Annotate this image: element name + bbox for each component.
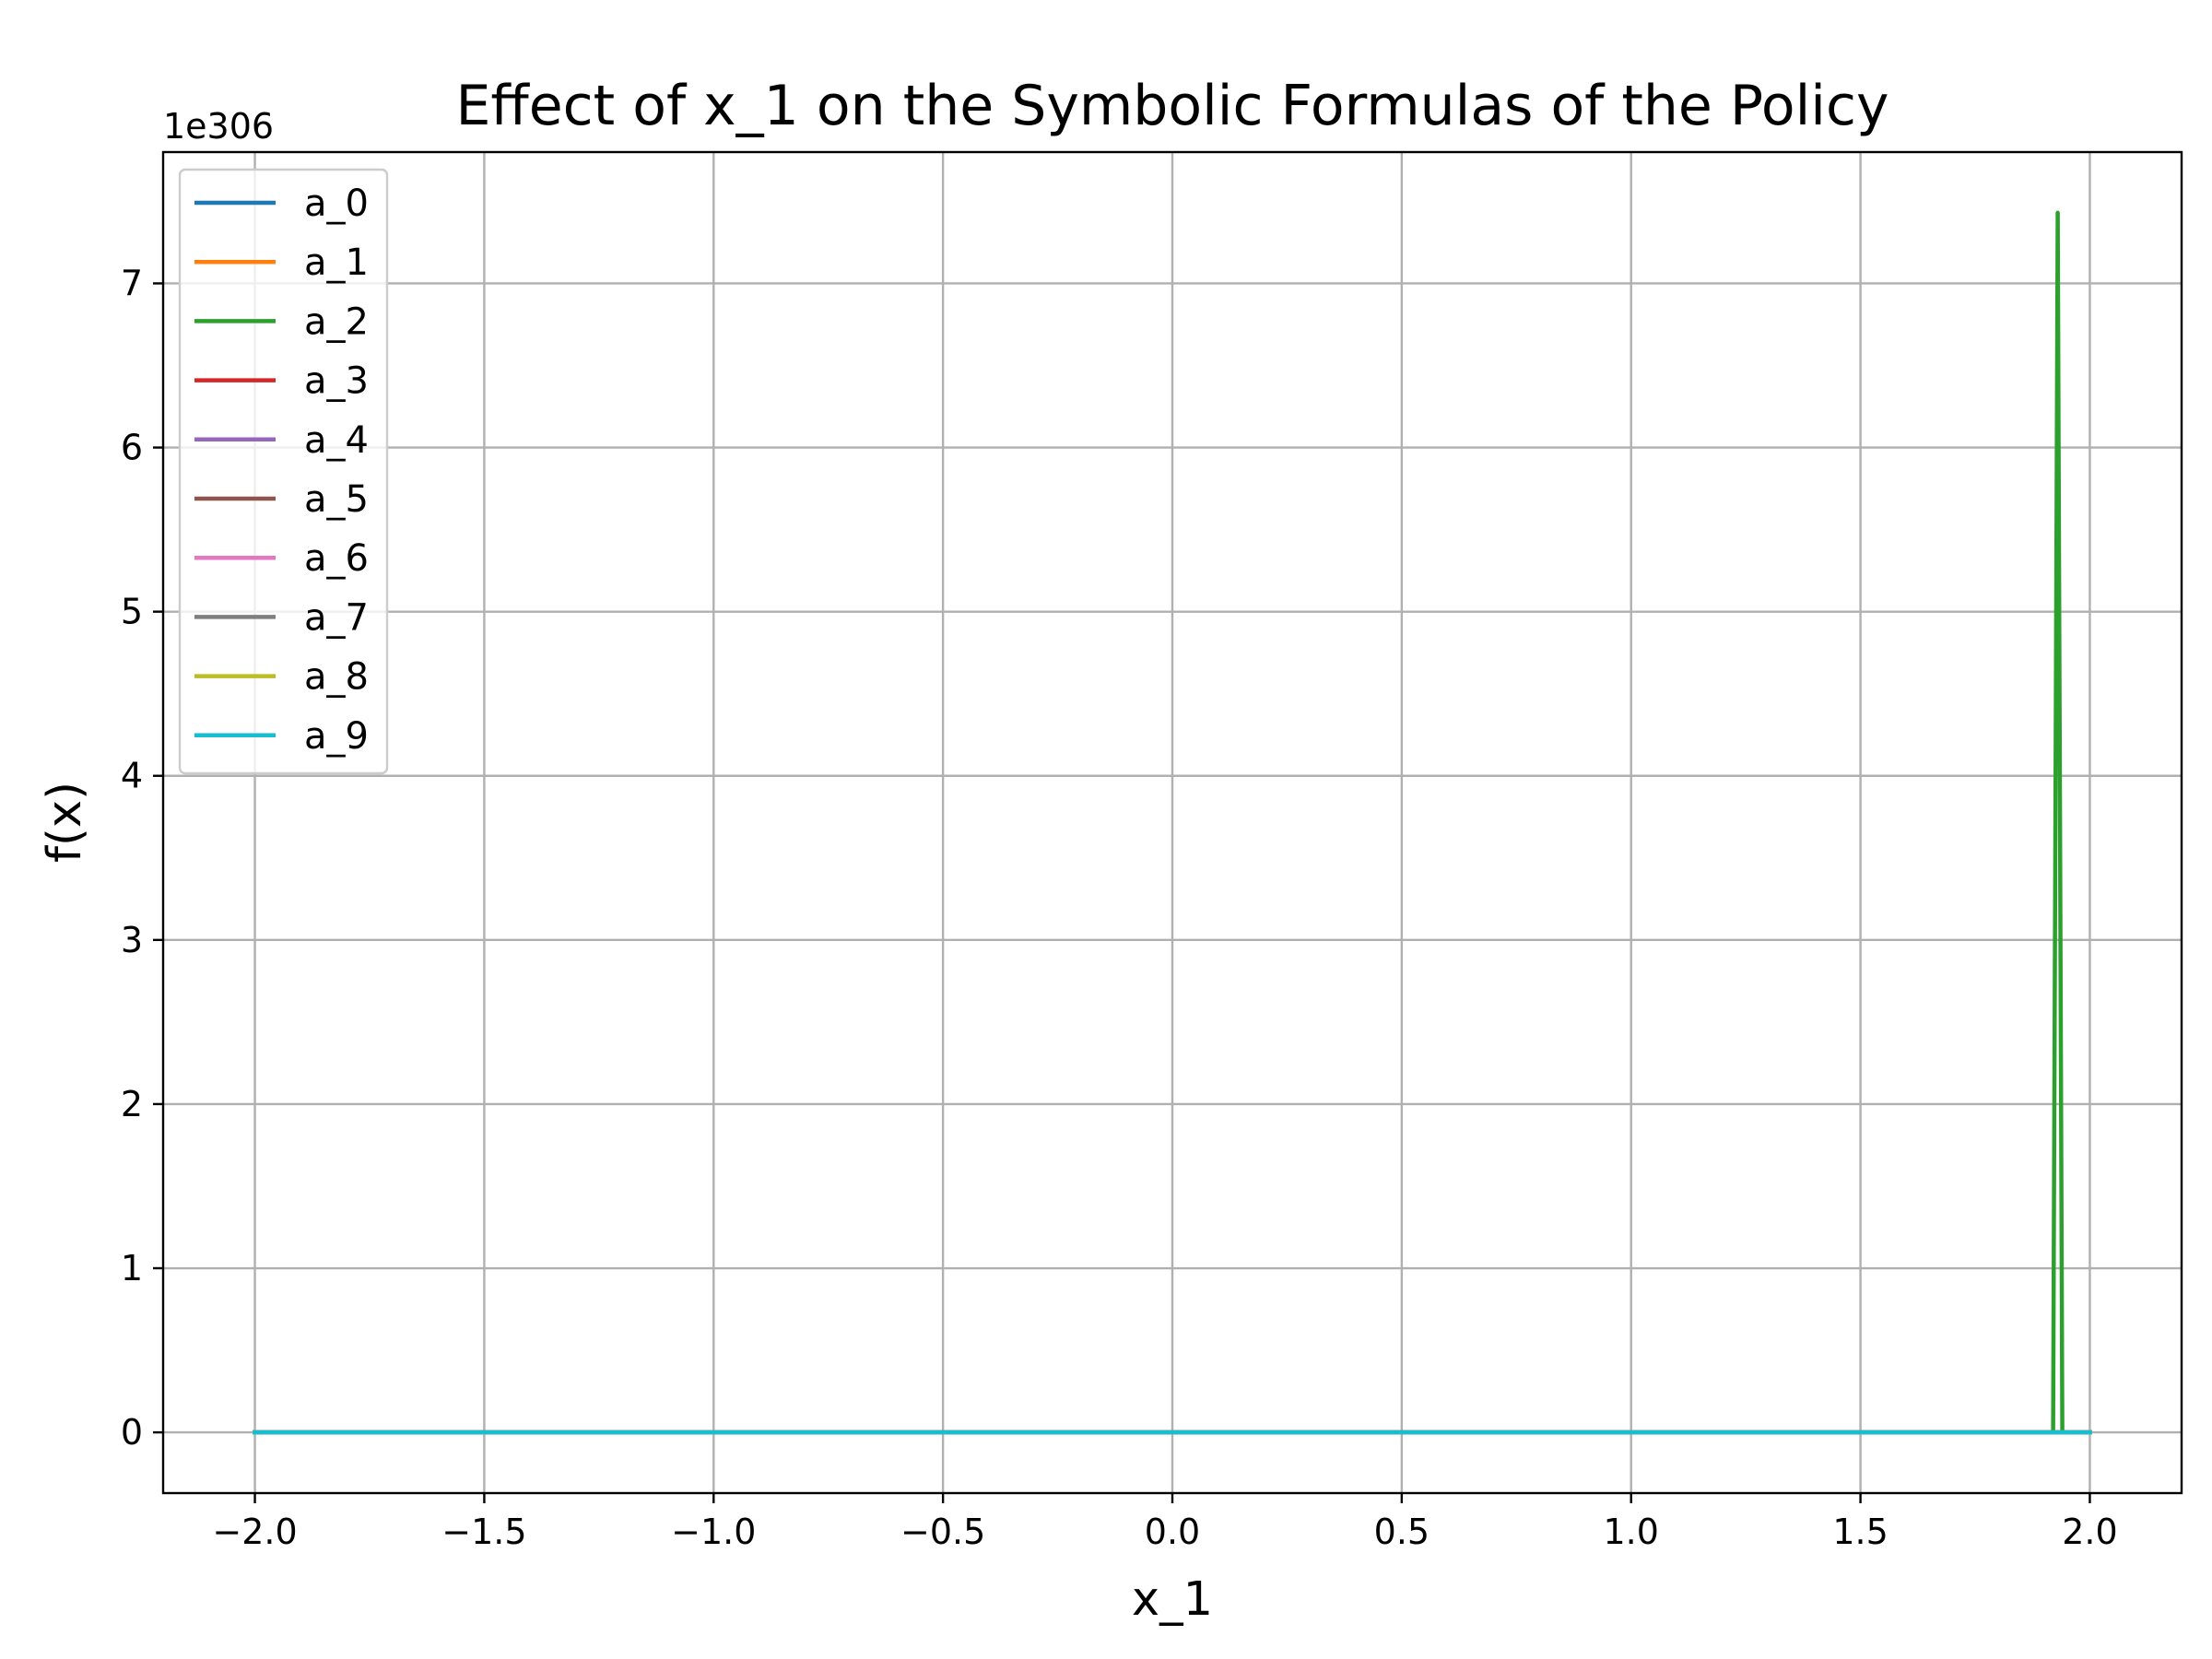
y-tick-label: 3 bbox=[121, 920, 143, 960]
legend-label: a_1 bbox=[304, 241, 369, 284]
x-tick-label: −0.5 bbox=[900, 1512, 985, 1552]
y-tick-label: 1 bbox=[121, 1248, 143, 1288]
x-tick-label: 1.5 bbox=[1832, 1512, 1888, 1552]
y-tick-label: 4 bbox=[121, 756, 143, 796]
legend: a_0 a_1 a_2 a_3 a_4 a_5 a_6 a_7 a_8 a_9 bbox=[178, 168, 389, 775]
x-tick-label: 0.5 bbox=[1374, 1512, 1430, 1552]
x-axis-ticks: −2.0 −1.5 −1.0 −0.5 0.0 0.5 1.0 1.5 2.0 bbox=[212, 1493, 2118, 1552]
legend-label: a_2 bbox=[304, 300, 369, 343]
legend-label: a_5 bbox=[304, 478, 369, 521]
x-axis-label: x_1 bbox=[1132, 1572, 1213, 1627]
x-tick-label: 1.0 bbox=[1604, 1512, 1659, 1552]
x-tick-label: −1.0 bbox=[671, 1512, 756, 1552]
legend-label: a_3 bbox=[304, 360, 369, 403]
legend-label: a_4 bbox=[304, 419, 369, 462]
legend-label: a_9 bbox=[304, 715, 369, 758]
legend-label: a_0 bbox=[304, 182, 369, 225]
grid bbox=[163, 152, 2182, 1493]
y-axis-offset-text: 1e306 bbox=[163, 106, 274, 147]
x-tick-label: −1.5 bbox=[441, 1512, 526, 1552]
legend-label: a_7 bbox=[304, 596, 369, 639]
legend-label: a_8 bbox=[304, 656, 369, 699]
x-tick-label: 0.0 bbox=[1145, 1512, 1200, 1552]
y-axis-ticks: 0 1 2 3 4 5 6 7 bbox=[121, 263, 163, 1453]
y-tick-label: 2 bbox=[121, 1084, 143, 1124]
x-tick-label: 2.0 bbox=[2062, 1512, 2117, 1552]
y-tick-label: 0 bbox=[121, 1412, 143, 1453]
y-axis-label: f(x) bbox=[38, 782, 92, 863]
x-tick-label: −2.0 bbox=[212, 1512, 297, 1552]
y-tick-label: 6 bbox=[121, 428, 143, 468]
y-tick-label: 5 bbox=[121, 592, 143, 632]
series-group bbox=[253, 210, 2092, 1435]
y-tick-label: 7 bbox=[121, 263, 143, 303]
legend-label: a_6 bbox=[304, 537, 369, 580]
chart-title: Effect of x_1 on the Symbolic Formulas o… bbox=[456, 74, 1889, 138]
